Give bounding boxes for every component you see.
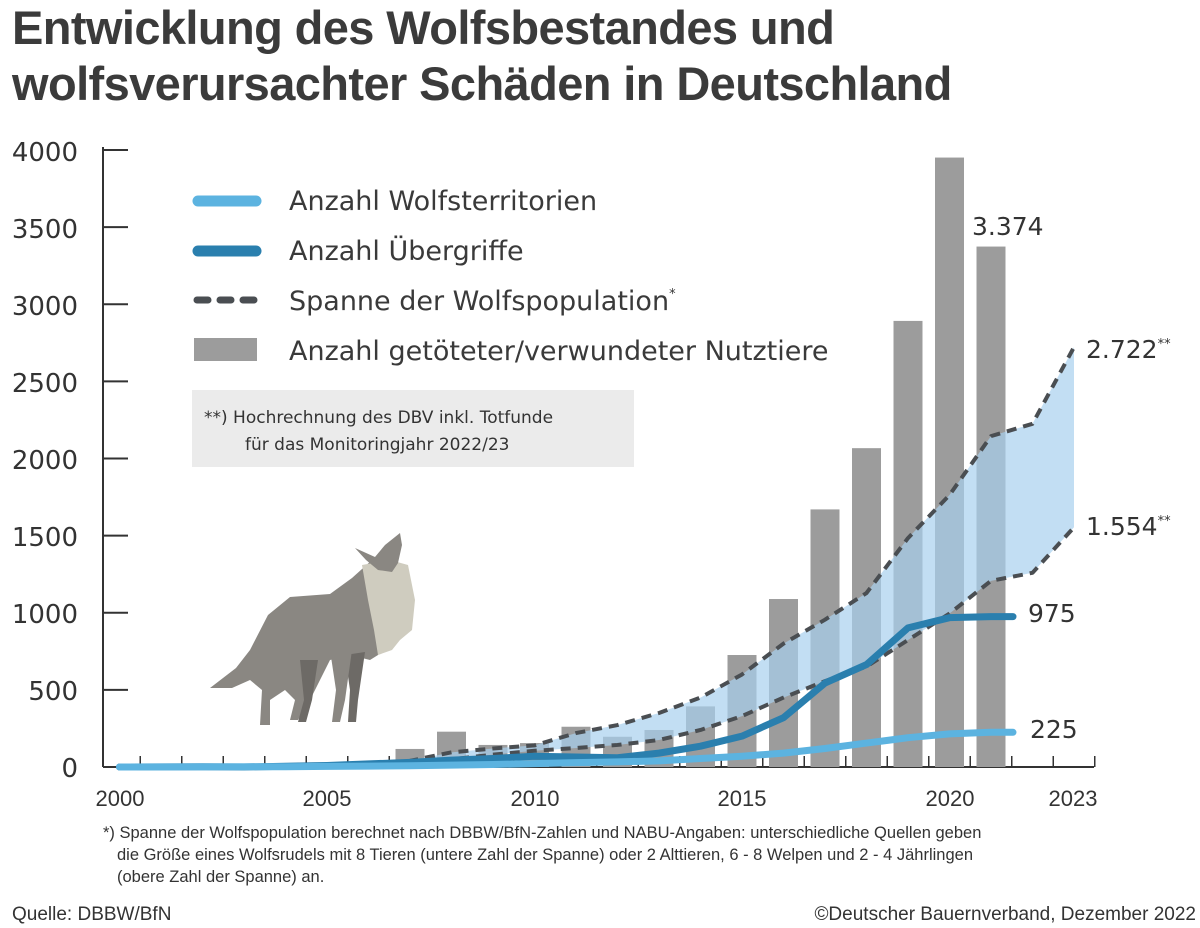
title-line-2: wolfsverursachter Schäden in Deutschland: [12, 57, 952, 110]
population-range-band: [119, 347, 1074, 767]
legend-label: Spanne der Wolfspopulation*: [289, 286, 676, 317]
x-tick-label: 2023: [1049, 786, 1098, 811]
y-tick-label: 500: [28, 677, 78, 707]
title-line-1: Entwicklung des Wolfsbestandes und: [12, 1, 835, 54]
value-label-bars-2021: 3.374: [972, 212, 1044, 241]
y-tick-label: 3500: [12, 215, 78, 245]
footnote-line: die Größe eines Wolfsrudels mit 8 Tieren…: [117, 846, 974, 864]
y-tick-label: 4000: [12, 138, 78, 168]
y-tick-label: 1500: [12, 523, 78, 553]
value-label-upper-2023: 2.722**: [1086, 335, 1171, 364]
legend: Anzahl Wolfsterritorien Anzahl Übergriff…: [192, 186, 828, 367]
bar: [935, 157, 964, 768]
x-tick-labels: 2000 2005 2010 2015 2020 2023: [96, 786, 1098, 811]
value-label-lower-2023: 1.554**: [1086, 512, 1171, 541]
source: Quelle: DBBW/BfN: [12, 904, 172, 925]
y-tick-label: 0: [61, 754, 78, 784]
y-tick-labels: 0 500 1000 1500 2000 2500 3000 3500 4000: [12, 138, 78, 784]
x-tick-label: 2005: [303, 786, 352, 811]
legend-label: Anzahl Wolfsterritorien: [289, 186, 597, 217]
copyright: ©Deutscher Bauernverband, Dezember 2022: [814, 904, 1196, 925]
footnote-line: (obere Zahl der Spanne) an.: [117, 868, 325, 886]
note-line: **) Hochrechnung des DBV inkl. Totfunde: [204, 408, 553, 428]
y-tick-label: 1000: [12, 600, 78, 630]
value-label-uebergriffe-2021: 975: [1028, 599, 1076, 628]
y-tick-label: 2500: [12, 369, 78, 399]
legend-label: Anzahl getöteter/verwundeter Nutztiere: [289, 336, 828, 367]
legend-label: Anzahl Übergriffe: [289, 235, 524, 267]
value-label-territorien-2021: 225: [1030, 715, 1078, 744]
note-box: **) Hochrechnung des DBV inkl. Totfunde …: [192, 390, 634, 467]
note-line: für das Monitoringjahr 2022/23: [245, 435, 509, 455]
x-tick-label: 2010: [511, 786, 560, 811]
territorien-line: [116, 728, 1017, 771]
legend-marker-nutztiere: [194, 338, 257, 361]
x-tick-label: 2000: [96, 786, 145, 811]
footnote: *) Spanne der Wolfspopulation berechnet …: [103, 822, 981, 888]
y-tick-label: 2000: [12, 446, 78, 476]
wolf-illustration-icon: [210, 533, 415, 725]
y-tick-label: 3000: [12, 292, 78, 322]
chart-title: Entwicklung des Wolfsbestandes und wolfs…: [12, 0, 952, 112]
footnote-line: *) Spanne der Wolfspopulation berechnet …: [103, 824, 982, 842]
x-tick-label: 2020: [926, 786, 975, 811]
x-tick-label: 2015: [718, 786, 767, 811]
